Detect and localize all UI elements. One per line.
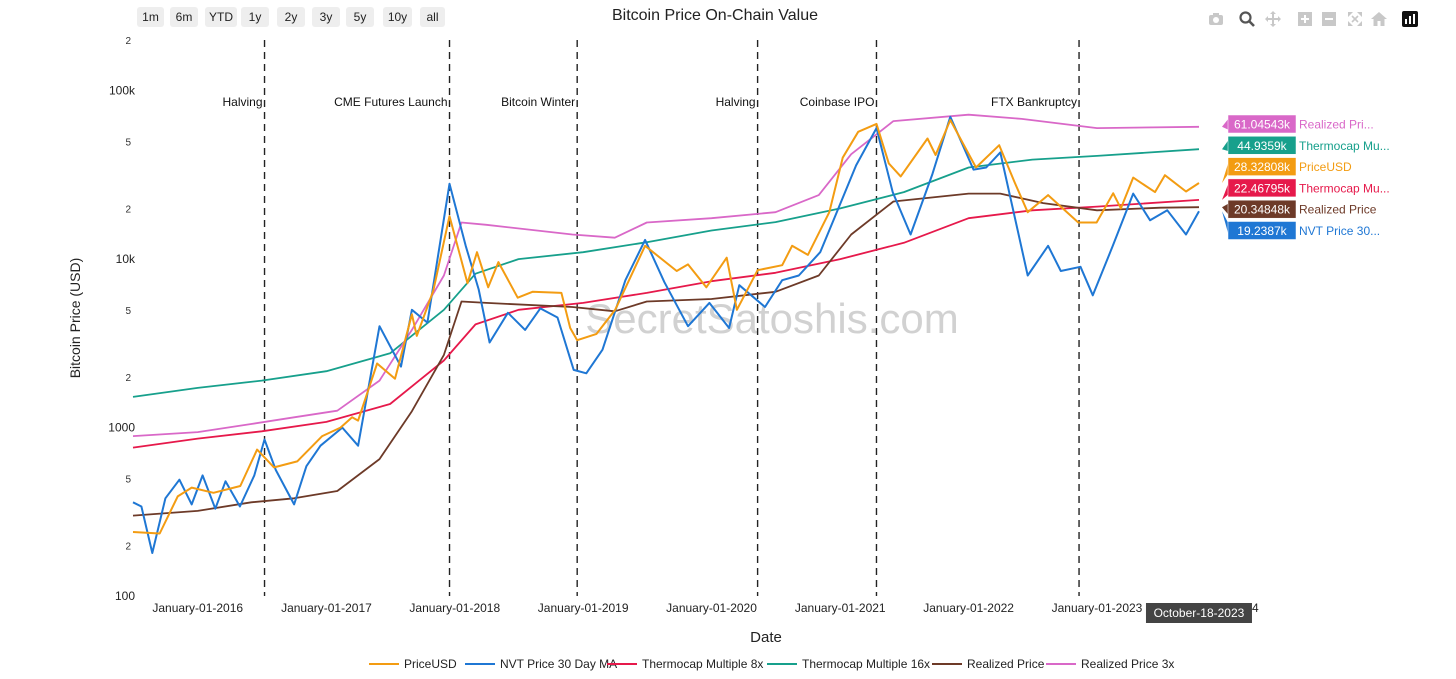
legend-label: Thermocap Multiple 16x (802, 657, 930, 671)
x-axis: January-01-2016 January-01-2017 January-01… (152, 601, 1259, 615)
value-tag-value: 44.9359k (1237, 139, 1287, 153)
value-tag-name: NVT Price 30... (1299, 224, 1380, 238)
x-tick-label: January-01-2016 (152, 601, 243, 615)
value-tag-pointer (1222, 203, 1229, 216)
event-label: Halving (716, 95, 756, 109)
legend-item[interactable]: Thermocap Multiple 8x (607, 657, 763, 671)
legend-label: PriceUSD (404, 657, 457, 671)
autoscale-icon[interactable] (1346, 10, 1364, 28)
y-tick-label: 1000 (108, 421, 135, 435)
zoom-icon[interactable] (1238, 10, 1256, 28)
value-tag-box (1227, 136, 1297, 155)
y-tick-label: 10k (116, 252, 136, 266)
series-line (132, 119, 1200, 535)
legend-item[interactable]: Realized Price 3x (1046, 657, 1174, 671)
x-tick-label: January-01-2023 (1052, 601, 1143, 615)
range-button[interactable]: 6m (170, 7, 198, 27)
legend-item[interactable]: PriceUSD (369, 657, 457, 671)
value-tag-name: Thermocap Mu... (1299, 181, 1390, 195)
value-tag-pointer (1222, 160, 1229, 183)
event-label: Bitcoin Winter (501, 95, 575, 109)
y-axis-title: Bitcoin Price (USD) (67, 258, 83, 379)
legend-item[interactable]: NVT Price 30 Day MA (465, 657, 617, 671)
hover-date-box (1145, 603, 1252, 623)
event-label: Coinbase IPO (800, 95, 875, 109)
y-axis: 100 2 5 1000 2 5 10k 2 5 100k 2 (108, 36, 136, 603)
series-line (132, 199, 1200, 449)
value-tag-pointer (1222, 139, 1229, 152)
range-button[interactable]: 5y (346, 7, 374, 27)
y-tick-label: 100 (115, 589, 135, 603)
y-tick-label: 2 (125, 204, 131, 215)
legend: PriceUSD NVT Price 30 Day MA Thermocap Mul… (369, 657, 1174, 671)
y-tick-label: 5 (125, 137, 131, 148)
chart-title: Bitcoin Price On-Chain Value (612, 7, 818, 24)
range-button[interactable]: 10y (383, 7, 412, 27)
value-tag-value: 20.34848k (1234, 203, 1291, 217)
range-button[interactable]: 2y (277, 7, 305, 27)
x-tick-label: January-01-2020 (666, 601, 757, 615)
event-label: FTX Bankruptcy (991, 95, 1077, 109)
plotly-logo-icon[interactable] (1401, 10, 1419, 28)
value-tag-name: Thermocap Mu... (1299, 139, 1390, 153)
value-tag-box (1227, 114, 1297, 134)
watermark: SecretSatoshis.com (585, 295, 959, 342)
legend-label: NVT Price 30 Day MA (500, 657, 617, 671)
value-tag-name: Realized Pri... (1299, 118, 1374, 132)
y-tick-label: 5 (125, 306, 131, 317)
value-tag-value: 61.04543k (1234, 118, 1291, 132)
legend-label: Thermocap Multiple 8x (642, 657, 763, 671)
reset-axes-icon[interactable] (1370, 10, 1388, 28)
range-button[interactable]: all (420, 7, 445, 27)
value-tag-value: 22.46795k (1234, 181, 1291, 195)
y-tick-label: 2 (125, 36, 131, 47)
series-line (132, 113, 1200, 437)
series-lines (132, 113, 1200, 554)
x-axis-title: Date (750, 629, 782, 646)
range-button[interactable]: 1m (137, 7, 164, 27)
value-tags: 61.04543k Realized Pri... 44.9359k Thermoca… (1222, 114, 1390, 240)
pan-icon[interactable] (1264, 10, 1282, 28)
zoom-in-icon[interactable] (1296, 10, 1314, 28)
y-tick-label: 100k (109, 84, 136, 98)
range-button[interactable]: 3y (312, 7, 340, 27)
legend-item[interactable]: Realized Price (932, 657, 1045, 671)
hover-date-label: October-18-2023 (1154, 606, 1245, 620)
value-tag-box (1227, 221, 1297, 240)
value-tag-name: PriceUSD (1299, 160, 1352, 174)
value-tag-name: Realized Price (1299, 203, 1377, 217)
x-tick-label: January-01-2021 (795, 601, 886, 615)
value-tag-box (1227, 157, 1297, 176)
value-tag-pointer (1222, 118, 1229, 130)
legend-item[interactable]: Thermocap Multiple 16x (767, 657, 930, 671)
range-button[interactable]: 1y (241, 7, 269, 27)
value-tag-box (1227, 178, 1297, 198)
x-tick-label: January-01-2019 (538, 601, 629, 615)
value-tag-pointer (1222, 211, 1229, 237)
event-label: CME Futures Launch (334, 95, 447, 109)
value-tag-box (1227, 199, 1297, 219)
legend-label: Realized Price 3x (1081, 657, 1174, 671)
series-line (132, 115, 1200, 554)
series-line (132, 148, 1200, 398)
value-tag-pointer (1222, 181, 1229, 200)
value-tag-value: 28.32808k (1234, 160, 1291, 174)
camera-icon[interactable] (1207, 10, 1225, 28)
series-line (132, 192, 1200, 517)
zoom-out-icon[interactable] (1320, 10, 1338, 28)
event-label: Halving (223, 95, 263, 109)
value-tag-value: 19.2387k (1237, 224, 1287, 238)
x-tick-label: January-01-2022 (923, 601, 1014, 615)
y-tick-label: 2 (125, 541, 131, 552)
y-tick-label: 2 (125, 373, 131, 384)
x-tick-label: January-01-2018 (409, 601, 500, 615)
x-tick-label: January-01-2017 (281, 601, 372, 615)
legend-label: Realized Price (967, 657, 1045, 671)
event-annotations: Halving CME Futures Launch Bitcoin Winter H… (223, 40, 1080, 596)
range-button[interactable]: YTD (205, 7, 237, 27)
y-tick-label: 5 (125, 474, 131, 485)
